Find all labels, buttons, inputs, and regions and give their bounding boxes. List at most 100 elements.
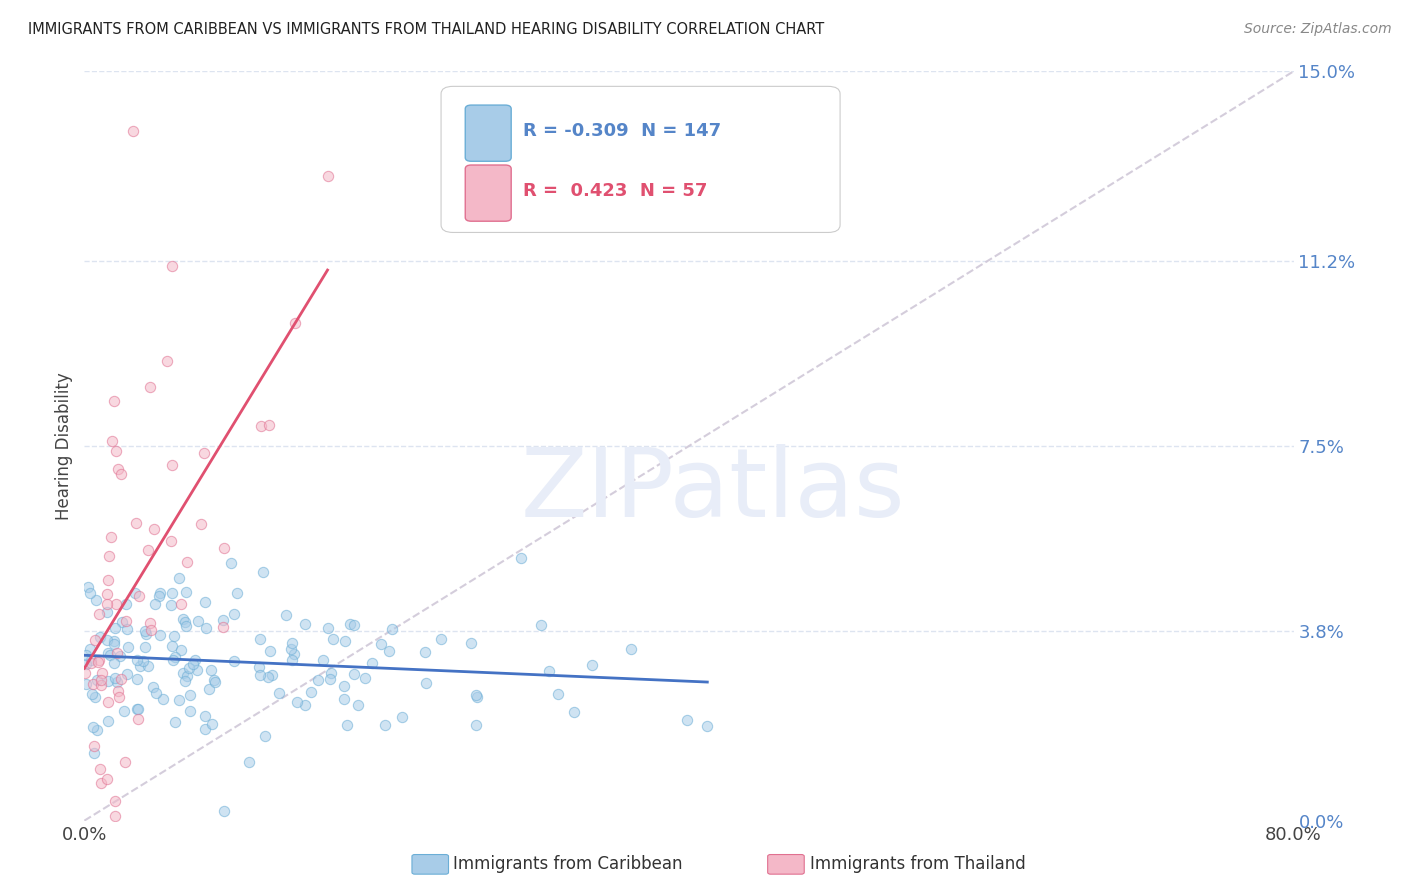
Point [100,530,122,544]
FancyBboxPatch shape [465,165,512,221]
Point [128,589,150,603]
Point [97,573,120,587]
Point [381,622,404,636]
Point [104,808,127,822]
Point [96,772,118,786]
Point [86,673,108,688]
Point [156,354,179,368]
Point [620,641,643,656]
Point [510,550,533,565]
Point [103,393,125,408]
Point [112,704,135,718]
Point [374,718,396,732]
Point [160,639,183,653]
Point [299,684,322,698]
Point [87,655,110,669]
Point [342,667,364,681]
Text: IMMIGRANTS FROM CARIBBEAN VS IMMIGRANTS FROM THAILAND HEARING DISABILITY CORRELA: IMMIGRANTS FROM CARIBBEAN VS IMMIGRANTS … [28,22,824,37]
Point [143,523,166,537]
Point [105,444,128,458]
Point [84,592,107,607]
Point [96,605,118,619]
Point [354,671,377,685]
Point [148,590,170,604]
Text: Immigrants from Thailand: Immigrants from Thailand [810,855,1025,873]
Point [134,640,156,654]
Point [75,648,97,663]
Point [139,380,162,394]
Point [114,615,136,629]
Point [530,617,553,632]
Point [274,608,297,623]
Point [115,667,138,681]
Point [465,690,488,705]
Point [562,706,585,720]
Point [160,598,183,612]
Point [172,666,194,681]
Point [187,614,209,628]
Point [259,643,281,657]
Point [104,794,127,808]
Point [139,624,162,638]
Point [378,644,401,658]
Point [107,461,129,475]
Point [87,653,110,667]
Point [174,615,197,630]
Point [316,169,339,183]
Point [125,516,148,531]
Point [90,678,112,692]
Point [145,686,167,700]
Point [165,714,187,729]
Point [96,587,118,601]
Point [83,632,105,647]
Point [149,586,172,600]
Point [333,679,356,693]
Point [107,683,129,698]
Point [125,653,148,667]
Point [160,458,183,473]
Point [79,585,101,599]
Point [413,644,436,658]
Point [110,648,132,663]
Point [174,584,197,599]
Point [280,641,302,656]
Point [283,647,305,661]
Point [79,656,101,670]
Text: ZIPatlas: ZIPatlas [520,444,905,538]
Point [83,739,105,753]
Point [194,594,217,608]
Point [316,621,339,635]
Point [194,708,217,723]
Point [194,722,217,736]
Text: Source: ZipAtlas.com: Source: ZipAtlas.com [1244,22,1392,37]
Point [250,419,273,434]
Point [294,617,316,632]
Point [212,620,235,634]
Point [224,607,246,621]
Point [252,565,274,579]
Point [361,657,384,671]
Point [201,717,224,731]
Point [82,720,104,734]
Point [79,642,101,657]
Point [103,656,125,670]
Point [186,663,208,677]
Point [537,664,560,678]
Point [253,729,276,743]
Point [84,690,107,704]
Point [77,580,100,594]
Point [86,723,108,737]
Point [181,657,204,672]
Point [333,691,356,706]
Point [134,624,156,638]
Point [281,653,304,667]
Point [174,619,197,633]
Point [127,701,149,715]
Text: R = -0.309  N = 147: R = -0.309 N = 147 [523,122,721,140]
FancyBboxPatch shape [441,87,841,233]
Point [172,612,194,626]
Point [177,661,200,675]
Point [115,622,138,636]
Point [169,692,191,706]
Point [163,629,186,643]
